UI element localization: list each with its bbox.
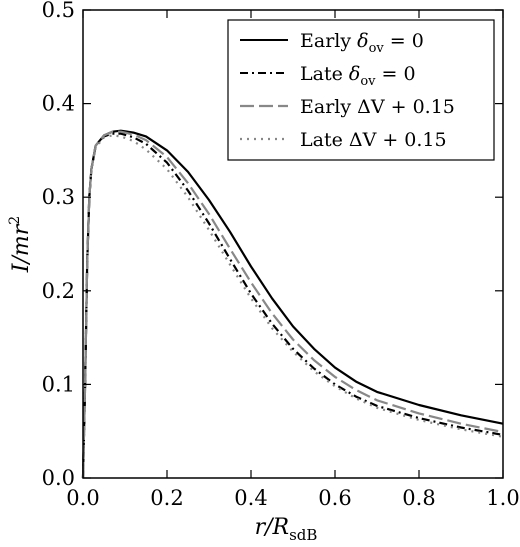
x-tick-label: 0.2 xyxy=(150,486,183,510)
legend-label-early-dnabla: Early ΔV + 0.15 xyxy=(300,96,455,118)
y-tick-label: 0.4 xyxy=(42,92,75,116)
series-line-4 xyxy=(81,134,504,479)
x-tick-label: 1.0 xyxy=(486,486,519,510)
series-line-1 xyxy=(81,129,504,479)
x-axis-label: r/RsdB xyxy=(255,515,318,544)
x-tick-label: 0.8 xyxy=(402,486,435,510)
series-line-2 xyxy=(81,132,504,479)
x-tick-label: 0.0 xyxy=(66,486,99,510)
y-tick-label: 0.2 xyxy=(42,279,75,303)
series-layer xyxy=(81,129,504,479)
x-tick-label: 0.6 xyxy=(318,486,351,510)
y-tick-label: 0.3 xyxy=(42,185,75,209)
y-tick-label: 0.0 xyxy=(42,466,75,490)
plot-frame xyxy=(82,9,504,479)
ticks-layer: 0.0 0.2 0.4 0.6 0.8 1.0 0.0 0.1 0.2 0.3 0.4 0.5 xyxy=(42,0,520,510)
x-tick-label: 0.4 xyxy=(234,486,267,510)
legend-label-late-dov: Late δov = 0 xyxy=(300,63,416,89)
y-tick-label: 0.1 xyxy=(42,372,75,396)
series-line-3 xyxy=(81,130,504,479)
legend-box xyxy=(227,19,495,161)
y-tick-label: 0.5 xyxy=(42,0,75,22)
legend-label-early-dov: Early δov = 0 xyxy=(300,30,424,56)
y-axis-label: I/mr2 xyxy=(7,216,34,273)
legend-label-late-dnabla: Late ΔV + 0.15 xyxy=(300,129,447,151)
legend: Early δov = 0 Late δov = 0 Early ΔV + 0.… xyxy=(227,19,495,161)
